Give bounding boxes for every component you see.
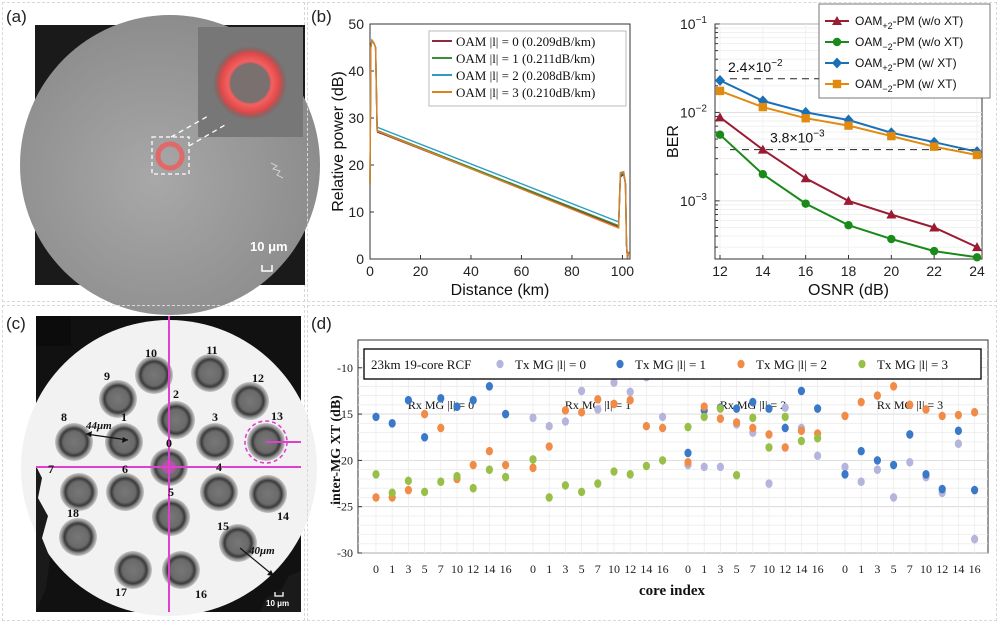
- core-label-0: 0: [166, 436, 172, 450]
- scale-bar-c: [274, 592, 284, 597]
- core-18: [59, 518, 97, 556]
- core-label-3: 3: [212, 410, 218, 424]
- core-label-11: 11: [206, 343, 217, 357]
- core-label-8: 8: [61, 410, 67, 424]
- panel-d-label: (d): [311, 314, 332, 333]
- core-label-15: 15: [217, 519, 229, 533]
- core-14: [249, 475, 287, 513]
- core-17: [114, 551, 152, 589]
- fiber-microscope-image-a: 10 μm: [20, 15, 320, 315]
- distance-arrow-44-heads: [86, 431, 128, 443]
- core-12: [231, 382, 269, 420]
- panel-b: (b): [307, 2, 997, 302]
- center-core-marker: [162, 460, 176, 474]
- core-8: [55, 423, 93, 461]
- core-13-highlight: [244, 420, 288, 464]
- core-7: [60, 473, 98, 511]
- core-label-13: 13: [271, 409, 283, 423]
- scale-bar-a: [261, 265, 273, 272]
- scale-bar-c-label: 10 μm: [266, 599, 289, 608]
- core-5: [152, 498, 190, 536]
- core-4: [200, 473, 238, 511]
- core-label-9: 9: [104, 369, 110, 383]
- core-6: [106, 473, 144, 511]
- core-label-16: 16: [195, 587, 207, 601]
- core-15: [219, 524, 257, 562]
- panel-a: (a) 10 μm: [2, 2, 320, 315]
- core-label-14: 14: [277, 509, 289, 523]
- core-label-7: 7: [48, 462, 54, 476]
- panel-a-label: (a): [6, 7, 27, 26]
- distance-label-44: 44μm: [85, 420, 112, 432]
- core-label-4: 4: [216, 460, 222, 474]
- core-label-10: 10: [145, 346, 157, 360]
- fiber-edge-crack: [36, 466, 50, 612]
- core-3: [196, 423, 234, 461]
- panel-d: (d): [307, 305, 997, 621]
- distance-arrow-40: [239, 547, 275, 577]
- fiber-edge-crack: [260, 571, 301, 612]
- distance-label-40: 40μm: [248, 545, 275, 557]
- panel-c-label: (c): [6, 314, 26, 333]
- core-9: [99, 380, 137, 418]
- core-16: [162, 551, 200, 589]
- core-label-18: 18: [67, 506, 79, 520]
- core-label-17: 17: [115, 585, 127, 599]
- core-11: [191, 354, 229, 392]
- zoom-box: [151, 136, 190, 175]
- core-label-6: 6: [122, 462, 128, 476]
- core-label-12: 12: [252, 371, 264, 385]
- ring-mode: [155, 141, 185, 171]
- distance-arrow-40-head: [267, 570, 274, 576]
- core-label-1: 1: [121, 410, 127, 424]
- scale-bar-a-label: 10 μm: [250, 239, 288, 254]
- core-2: [157, 401, 195, 439]
- core-10: [135, 356, 173, 394]
- core-label-2: 2: [173, 387, 179, 401]
- core-label-5: 5: [168, 485, 174, 499]
- distance-arrow-44: [85, 433, 129, 441]
- panel-b-label: (b): [311, 7, 332, 26]
